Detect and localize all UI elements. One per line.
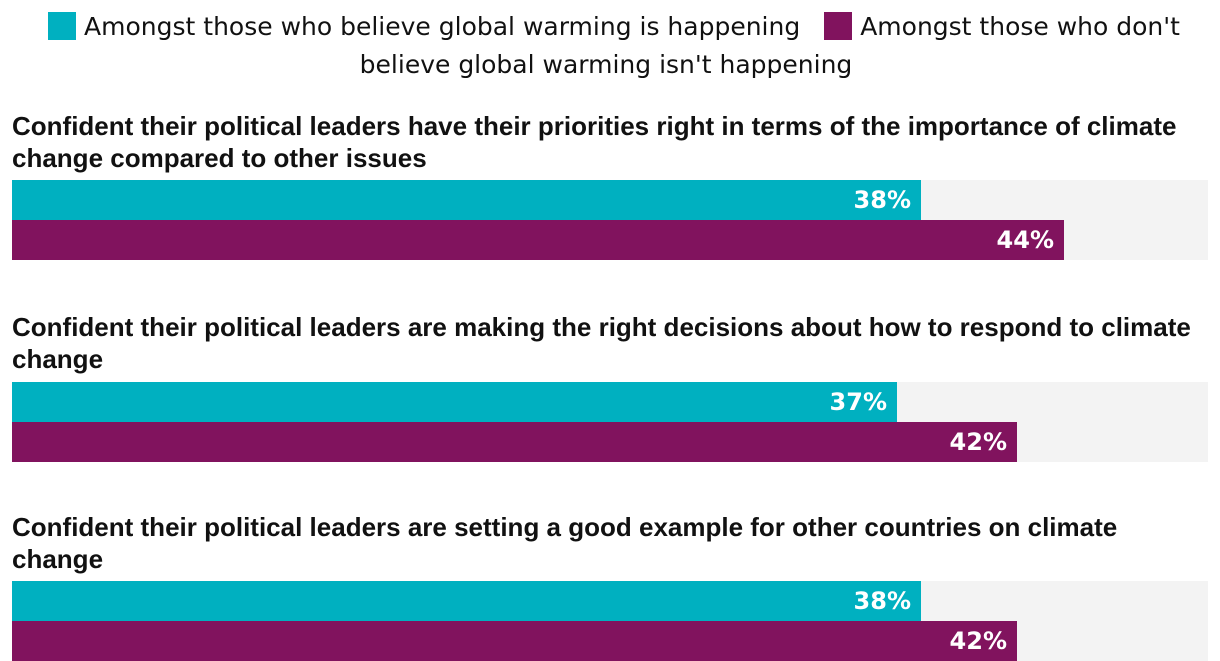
bar-dont-believe: 42% xyxy=(12,422,1017,462)
bar-track: 42% xyxy=(12,422,1208,462)
bar-believe: 38% xyxy=(12,581,921,621)
category-title: Confident their political leaders have t… xyxy=(12,111,1177,173)
bar-track: 44% xyxy=(12,220,1208,260)
bar-value-label: 42% xyxy=(949,627,1007,655)
legend-item-believe: Amongst those who believe global warming… xyxy=(48,12,808,41)
chart-group-example: Confident their political leaders are se… xyxy=(12,511,1208,661)
bar-value-label: 38% xyxy=(853,186,911,214)
legend: Amongst those who believe global warming… xyxy=(30,8,1190,84)
bar-believe: 37% xyxy=(12,382,897,422)
bar-value-label: 37% xyxy=(829,388,887,416)
bar-track: 38% xyxy=(12,180,1208,220)
bar-value-label: 42% xyxy=(949,428,1007,456)
category-title: Confident their political leaders are se… xyxy=(12,512,1118,574)
chart-group-decisions: Confident their political leaders are ma… xyxy=(12,311,1208,462)
bar-track: 42% xyxy=(12,621,1208,661)
bar-believe: 38% xyxy=(12,180,921,220)
bar-dont-believe: 44% xyxy=(12,220,1064,260)
legend-label-believe: Amongst those who believe global warming… xyxy=(84,12,801,41)
legend-swatch-dont-believe xyxy=(824,12,853,40)
legend-item-dont-believe: Amongst those who don't believe global w… xyxy=(360,12,1180,79)
chart-group-priorities: Confident their political leaders have t… xyxy=(12,110,1208,260)
bar-track: 38% xyxy=(12,581,1208,621)
bar-track: 37% xyxy=(12,382,1208,422)
bar-value-label: 44% xyxy=(996,226,1054,254)
legend-swatch-believe xyxy=(48,12,77,40)
category-title: Confident their political leaders are ma… xyxy=(12,312,1191,374)
bar-dont-believe: 42% xyxy=(12,621,1017,661)
legend-label-dont-believe: Amongst those who don't believe global w… xyxy=(359,12,1180,79)
bar-value-label: 38% xyxy=(853,587,911,615)
